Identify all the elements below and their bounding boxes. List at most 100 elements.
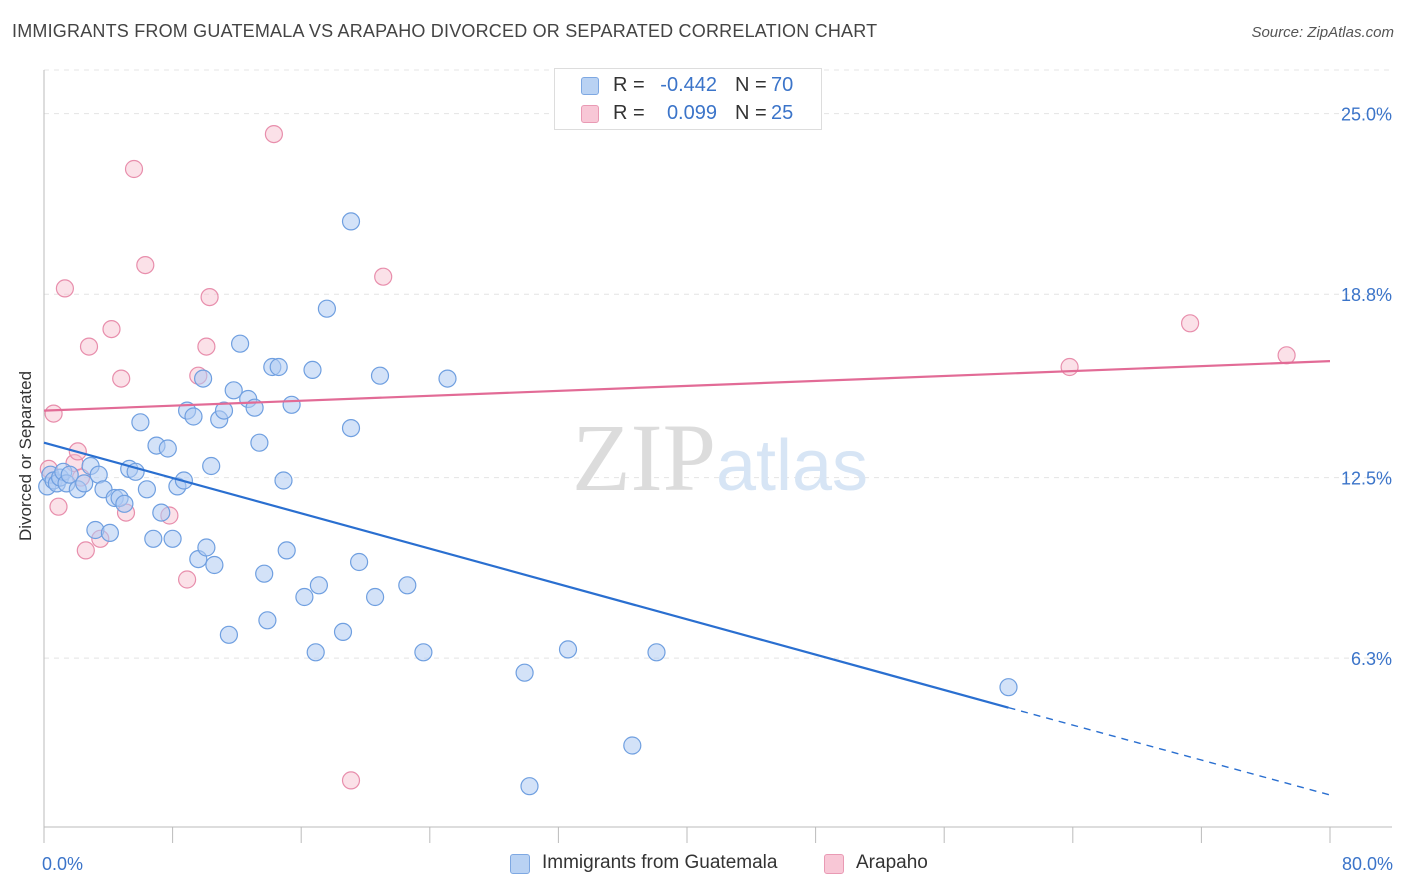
point-guatemala xyxy=(558,640,578,659)
trend-line-guatemala-extension xyxy=(1008,706,1331,796)
point-guatemala xyxy=(75,474,94,493)
point-guatemala xyxy=(438,369,457,388)
point-arapaho xyxy=(49,497,68,516)
point-arapaho xyxy=(200,288,219,307)
point-guatemala xyxy=(309,576,328,595)
point-guatemala xyxy=(194,369,213,388)
point-guatemala xyxy=(414,643,433,662)
point-guatemala xyxy=(100,523,120,543)
legend-swatch-arapaho xyxy=(824,854,844,874)
y-tick-label: 12.5% xyxy=(1341,469,1392,489)
point-guatemala xyxy=(306,643,325,662)
point-guatemala xyxy=(303,360,322,379)
point-arapaho xyxy=(264,125,283,144)
point-arapaho xyxy=(1277,346,1296,365)
x-tick-label: 80.0% xyxy=(1342,854,1393,874)
r-value: 0.099 xyxy=(666,102,717,124)
stats-legend: R = -0.442 N = 70 R = 0.099 N = 25 xyxy=(554,68,822,130)
point-guatemala xyxy=(144,529,163,548)
point-guatemala xyxy=(999,678,1018,697)
point-guatemala xyxy=(515,663,534,682)
point-guatemala xyxy=(137,480,156,499)
y-axis-label: Divorced or Separated xyxy=(16,370,35,542)
points-guatemala xyxy=(38,212,1018,796)
point-guatemala xyxy=(370,366,390,385)
point-guatemala xyxy=(647,643,666,662)
trend-lines xyxy=(43,360,1331,796)
r-label: R = xyxy=(613,74,645,96)
n-value: 25 xyxy=(771,102,794,124)
point-guatemala xyxy=(350,552,369,572)
point-guatemala xyxy=(520,777,539,796)
point-arapaho xyxy=(44,404,63,423)
n-value: 70 xyxy=(771,74,794,96)
r-label: R = xyxy=(613,102,645,124)
x-tick-labels: 0.0% 80.0% xyxy=(42,854,1393,874)
swatch-guatemala xyxy=(581,77,599,95)
trend-line-arapaho xyxy=(43,360,1331,412)
stats-row-arapaho: R = 0.099 N = 25 xyxy=(555,101,821,129)
r-value: -0.442 xyxy=(660,74,717,96)
point-guatemala xyxy=(205,555,224,575)
x-ticks xyxy=(43,827,1331,843)
point-arapaho xyxy=(374,267,393,286)
y-tick-label: 18.8% xyxy=(1341,285,1392,305)
point-guatemala xyxy=(131,413,150,432)
legend-label-arapaho: Arapaho xyxy=(856,852,928,873)
point-arapaho xyxy=(112,369,131,388)
point-guatemala xyxy=(295,587,314,607)
point-arapaho xyxy=(341,771,361,790)
point-guatemala xyxy=(158,439,177,458)
point-guatemala xyxy=(282,395,301,414)
point-guatemala xyxy=(163,529,182,548)
point-arapaho xyxy=(178,570,197,589)
source-note: Source: ZipAtlas.com xyxy=(1251,24,1394,41)
point-guatemala xyxy=(341,212,361,231)
point-guatemala xyxy=(250,433,269,452)
point-arapaho xyxy=(102,320,121,339)
stats-row-guatemala: R = -0.442 N = 70 xyxy=(555,73,821,101)
n-label: N = xyxy=(735,102,767,124)
y-tick-label: 6.3% xyxy=(1351,649,1392,669)
point-guatemala xyxy=(398,576,417,595)
watermark-atlas: atlas xyxy=(716,426,868,506)
point-guatemala xyxy=(341,419,361,438)
point-guatemala xyxy=(333,622,353,642)
point-guatemala xyxy=(115,494,134,513)
watermark-zip: ZIP xyxy=(572,404,716,511)
legend-label-guatemala: Immigrants from Guatemala xyxy=(542,852,778,873)
trend-line-guatemala xyxy=(43,441,1009,709)
point-guatemala xyxy=(317,299,336,318)
n-label: N = xyxy=(735,74,767,96)
point-guatemala xyxy=(277,541,296,560)
point-guatemala xyxy=(60,465,79,484)
point-guatemala xyxy=(184,407,203,426)
point-guatemala xyxy=(224,381,243,400)
point-arapaho xyxy=(197,337,216,356)
point-guatemala xyxy=(197,538,216,557)
point-guatemala xyxy=(255,564,274,583)
point-guatemala xyxy=(231,334,250,353)
point-guatemala xyxy=(214,401,234,420)
point-guatemala xyxy=(274,471,293,490)
point-arapaho xyxy=(136,256,155,275)
point-guatemala xyxy=(269,357,288,377)
point-guatemala xyxy=(202,456,221,476)
point-arapaho xyxy=(76,541,95,560)
point-arapaho xyxy=(55,279,75,298)
watermark: ZIPatlas xyxy=(572,404,868,511)
legend-swatch-guatemala xyxy=(510,854,530,874)
x-tick-label: 0.0% xyxy=(42,854,83,874)
point-arapaho xyxy=(124,159,144,179)
point-arapaho xyxy=(79,337,99,356)
point-guatemala xyxy=(258,611,277,630)
point-guatemala xyxy=(623,736,642,755)
swatch-arapaho xyxy=(581,105,599,123)
point-arapaho xyxy=(1180,314,1200,333)
point-arapaho xyxy=(1060,357,1079,377)
point-guatemala xyxy=(219,625,238,644)
point-guatemala xyxy=(152,503,171,522)
point-guatemala xyxy=(366,587,385,607)
y-tick-label: 25.0% xyxy=(1341,105,1392,125)
